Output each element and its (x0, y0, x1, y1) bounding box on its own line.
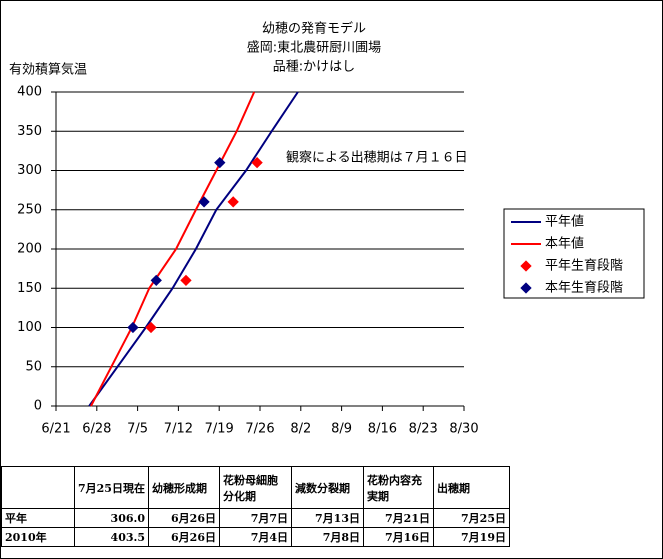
x-tick-label: 8/9 (331, 422, 352, 437)
x-tick-label: 6/21 (41, 422, 70, 437)
corner-cell (1, 466, 75, 509)
x-tick-label: 8/23 (409, 422, 438, 437)
legend-label: 平年生育段階 (545, 258, 623, 274)
table-cell: 7月19日 (433, 527, 510, 547)
marker (214, 156, 226, 169)
table-cell: 7月7日 (219, 508, 292, 528)
x-tick-label: 7/19 (205, 422, 234, 437)
table-cell: 7月21日 (363, 508, 434, 528)
chart-title: 幼穂の発育モデル (262, 21, 366, 37)
table-cell: 7月13日 (291, 508, 364, 528)
legend-swatch (520, 282, 532, 294)
annotation-box (277, 147, 471, 169)
table-cell: 7月16日 (363, 527, 434, 547)
chart-title: 盛岡:東北農研厨川圃場 (247, 40, 381, 56)
x-tick-label: 6/28 (82, 422, 111, 437)
header-cell: 花粉母細胞分化期 (219, 466, 292, 509)
y-tick-label: 350 (17, 124, 42, 139)
table-cell: 平年 (1, 508, 75, 528)
x-tick-label: 8/30 (449, 422, 478, 437)
marker (227, 196, 239, 208)
table-cell: 6月26日 (148, 508, 220, 528)
header-cell: 花粉内容充実期 (363, 466, 434, 509)
y-tick-label: 100 (17, 320, 42, 335)
y-tick-label: 300 (17, 163, 42, 178)
table-cell: 7月4日 (219, 527, 292, 547)
x-tick-label: 7/26 (245, 422, 274, 437)
table-cell: 6月26日 (148, 527, 220, 547)
table-cell: 306.0 (74, 508, 149, 528)
header-cell: 7月25日現在 (74, 466, 149, 509)
header-cell: 減数分裂期 (291, 466, 364, 509)
y-tick-label: 50 (25, 359, 42, 374)
x-tick-label: 7/12 (164, 422, 193, 437)
y-tick-label: 150 (17, 281, 42, 296)
line (88, 91, 299, 407)
x-tick-label: 8/2 (290, 422, 311, 437)
legend-label: 平年値 (545, 214, 584, 230)
legend-label: 本年生育段階 (545, 280, 623, 296)
table-cell: 7月25日 (433, 508, 510, 528)
y-axis-label: 有効積算気温 (9, 62, 87, 78)
x-tick-label: 8/16 (368, 422, 397, 437)
table-cell: 403.5 (74, 527, 149, 547)
marker (127, 321, 139, 334)
header-cell: 幼穂形成期 (148, 466, 220, 509)
y-tick-label: 200 (17, 242, 42, 257)
chart-title: 品種:かけはし (273, 59, 355, 75)
y-tick-label: 400 (17, 85, 42, 100)
x-tick-label: 7/5 (127, 422, 148, 437)
marker (150, 274, 162, 287)
table-cell: 2010年 (1, 527, 75, 547)
annotation: 観察による出穂期は７月１６日 (286, 151, 468, 166)
data-table: 7月25日現在 幼穂形成期 花粉母細胞分化期 減数分裂期 花粉内容充実期 出穂期… (1, 466, 510, 547)
y-tick-label: 0 (34, 399, 42, 414)
y-tick-label: 250 (17, 202, 42, 217)
line (90, 91, 256, 407)
legend-box (503, 208, 645, 299)
marker (180, 274, 192, 287)
marker (198, 196, 210, 208)
table-cell: 7月8日 (291, 527, 364, 547)
marker (145, 321, 157, 334)
header-cell: 出穂期 (433, 466, 510, 509)
legend-label: 本年値 (545, 236, 584, 252)
legend-swatch (520, 260, 532, 272)
